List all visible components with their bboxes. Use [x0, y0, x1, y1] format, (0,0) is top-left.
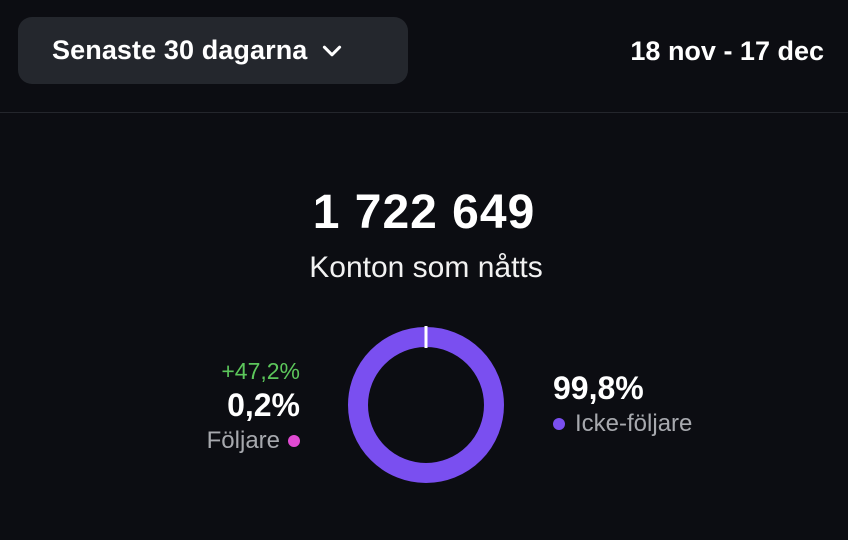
non-followers-legend-label: Icke-följare	[575, 410, 693, 437]
followers-change: +47,2%	[221, 358, 300, 384]
followers-percent: 0,2%	[227, 387, 300, 423]
audience-donut-chart	[348, 326, 504, 483]
date-range-text: 18 nov - 17 dec	[630, 36, 824, 66]
date-range-dropdown[interactable]: Senaste 30 dagarna	[18, 17, 408, 84]
followers-legend-dot	[288, 435, 300, 447]
non-followers-legend-dot	[553, 418, 565, 430]
donut-segment-non-followers	[348, 327, 504, 483]
non-followers-stats: 99,8% Icke-följare	[553, 368, 692, 440]
date-range-dropdown-label: Senaste 30 dagarna	[52, 35, 308, 65]
chevron-down-icon	[323, 45, 342, 56]
non-followers-legend: Icke-följare	[553, 408, 692, 440]
accounts-reached-total: 1 722 649	[312, 186, 536, 239]
followers-stats: +47,2% 0,2% Följare	[207, 357, 300, 457]
accounts-reached-label: Konton som nåtts	[309, 251, 543, 284]
followers-legend-label: Följare	[206, 427, 280, 454]
followers-legend: Följare	[207, 425, 300, 457]
header: Senaste 30 dagarna 18 nov - 17 dec	[0, 0, 848, 113]
non-followers-percent: 99,8%	[553, 370, 644, 406]
